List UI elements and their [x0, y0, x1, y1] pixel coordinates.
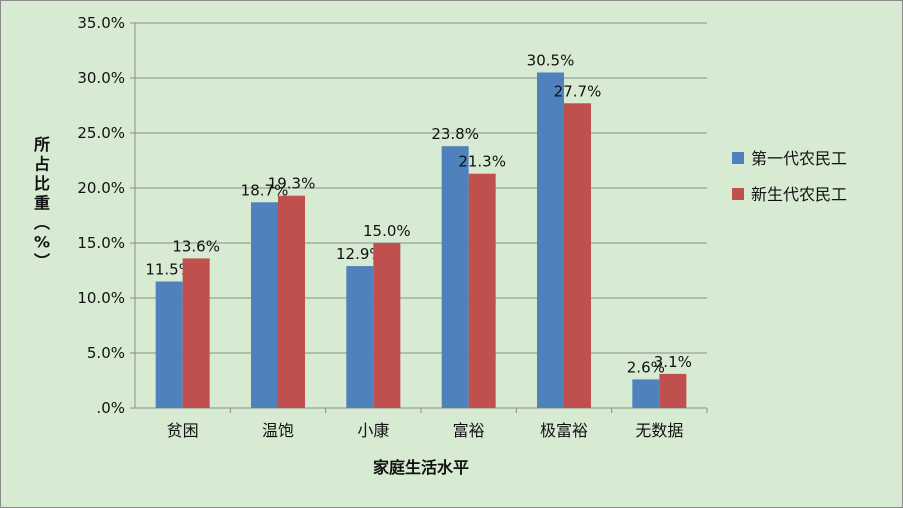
- legend-label: 第一代农民工: [751, 149, 847, 168]
- category-label: 无数据: [635, 421, 683, 440]
- data-label: 27.7%: [554, 82, 602, 100]
- category-label: 极富裕: [540, 421, 588, 440]
- y-tick-label: 5.0%: [87, 344, 125, 362]
- bar-new-gen: [182, 258, 210, 408]
- y-tick-label: .0%: [96, 399, 125, 417]
- data-label: 30.5%: [527, 52, 575, 70]
- bar-new-gen: [564, 103, 591, 409]
- data-label: 15.0%: [363, 222, 411, 240]
- data-label: 11.5%: [145, 261, 193, 279]
- legend-swatch: [732, 152, 744, 164]
- y-tick-label: 15.0%: [77, 234, 125, 252]
- bar-new-gen: [468, 173, 496, 408]
- data-label: 2.6%: [627, 358, 665, 376]
- bar-first-gen: [155, 281, 183, 408]
- category-label: 小康: [357, 421, 389, 440]
- legend-swatch: [732, 188, 744, 200]
- data-label: 18.7%: [241, 181, 289, 199]
- y-tick-label: 35.0%: [77, 14, 125, 32]
- bar-new-gen: [278, 195, 305, 408]
- bar-first-gen: [441, 146, 469, 408]
- y-tick-label: 25.0%: [77, 124, 125, 142]
- bar-first-gen: [632, 379, 660, 408]
- category-label: 贫困: [167, 421, 199, 440]
- plot-area: [135, 23, 707, 408]
- data-label: 3.1%: [654, 353, 692, 371]
- data-label: 21.3%: [458, 153, 506, 171]
- bar-first-gen: [537, 72, 564, 408]
- y-axis-title: 所占比重︵% ︶: [34, 135, 50, 271]
- category-label: 富裕: [453, 421, 485, 440]
- y-tick-label: 20.0%: [77, 179, 125, 197]
- bar-first-gen: [251, 202, 278, 408]
- category-label: 温饱: [262, 421, 294, 440]
- data-label: 13.6%: [172, 237, 220, 255]
- data-label: 19.3%: [268, 175, 316, 193]
- bar-new-gen: [659, 373, 687, 408]
- legend-label: 新生代农民工: [751, 185, 847, 204]
- bar-first-gen: [346, 266, 374, 408]
- x-axis-title: 家庭生活水平: [373, 458, 469, 477]
- data-label: 12.9%: [336, 245, 384, 263]
- data-label: 23.8%: [431, 125, 479, 143]
- bar-new-gen: [373, 243, 401, 408]
- y-tick-label: 30.0%: [77, 69, 125, 87]
- y-tick-label: 10.0%: [77, 289, 125, 307]
